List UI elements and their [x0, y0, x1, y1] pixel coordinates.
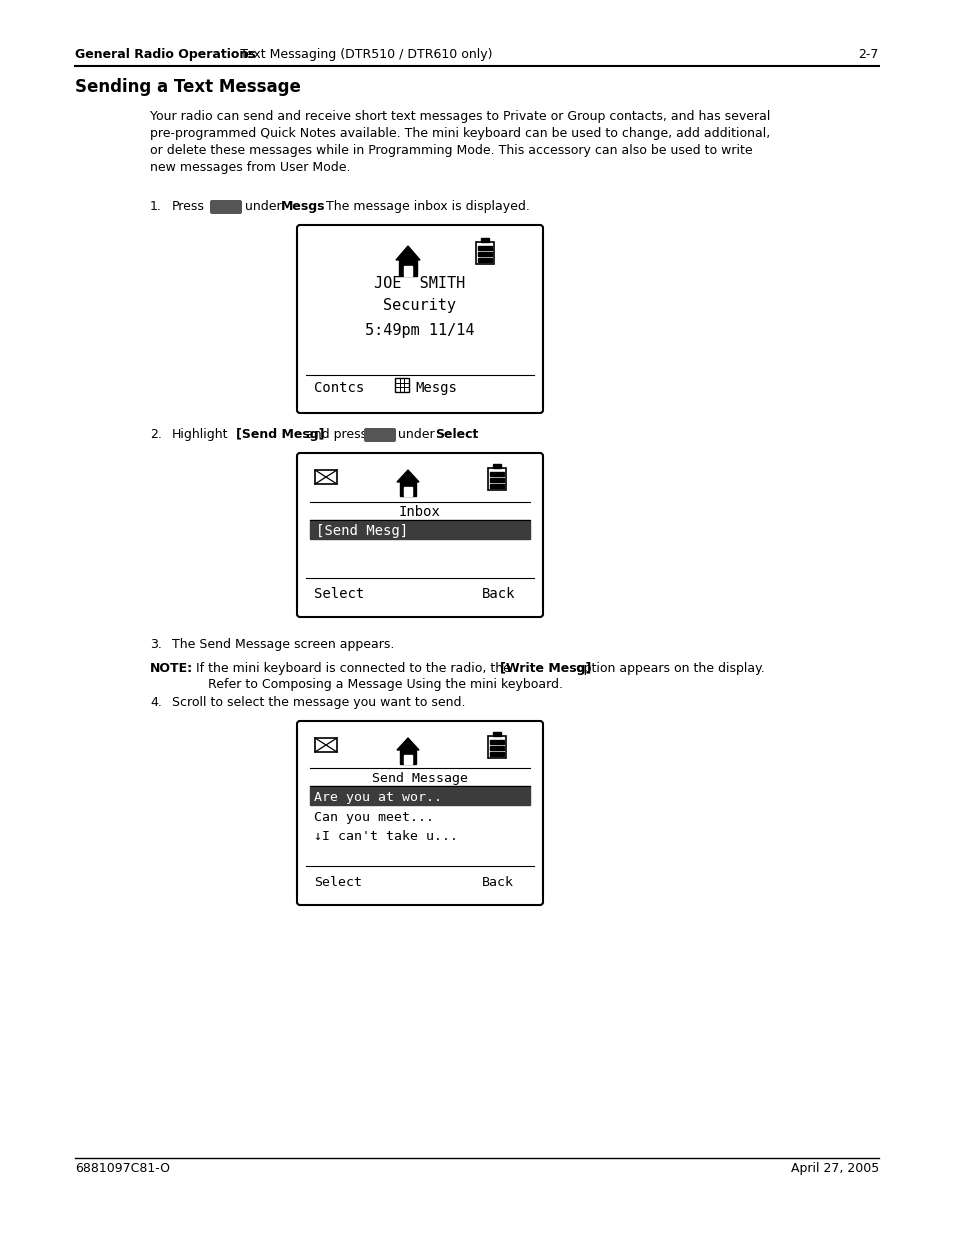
- Bar: [399, 750, 416, 764]
- Bar: [487, 468, 505, 490]
- Text: [Write Mesg]: [Write Mesg]: [499, 662, 591, 676]
- Text: pre-programmed Quick Notes available. The mini keyboard can be used to change, a: pre-programmed Quick Notes available. Th…: [150, 127, 769, 140]
- Bar: [489, 478, 503, 482]
- Text: 3.: 3.: [150, 638, 162, 651]
- Bar: [480, 238, 488, 242]
- Text: 4.: 4.: [150, 697, 162, 709]
- Text: The Send Message screen appears.: The Send Message screen appears.: [172, 638, 394, 651]
- Bar: [399, 482, 416, 496]
- Text: ↓I can't take u...: ↓I can't take u...: [314, 830, 457, 844]
- Text: new messages from User Mode.: new messages from User Mode.: [150, 161, 350, 174]
- Polygon shape: [396, 471, 418, 482]
- Text: Back: Back: [481, 587, 515, 601]
- FancyBboxPatch shape: [210, 200, 242, 214]
- Text: Contcs: Contcs: [314, 382, 364, 395]
- Text: .: .: [472, 429, 476, 441]
- Bar: [403, 266, 412, 275]
- FancyBboxPatch shape: [296, 225, 542, 412]
- Text: option appears on the display.: option appears on the display.: [572, 662, 764, 676]
- Text: 5:49pm 11/14: 5:49pm 11/14: [365, 324, 475, 338]
- FancyBboxPatch shape: [364, 429, 395, 442]
- Text: Select: Select: [314, 587, 364, 601]
- Text: 2.: 2.: [150, 429, 162, 441]
- Text: April 27, 2005: April 27, 2005: [790, 1162, 878, 1174]
- FancyBboxPatch shape: [296, 721, 542, 905]
- Bar: [398, 261, 416, 275]
- Text: Back: Back: [481, 876, 514, 889]
- Text: . The message inbox is displayed.: . The message inbox is displayed.: [317, 200, 529, 212]
- Bar: [403, 487, 412, 496]
- Text: 1.: 1.: [150, 200, 162, 212]
- Bar: [310, 520, 530, 538]
- Text: 6881097C81-O: 6881097C81-O: [75, 1162, 170, 1174]
- Text: [Send Mesg]: [Send Mesg]: [315, 524, 408, 538]
- Bar: [489, 740, 503, 743]
- Bar: [489, 752, 503, 756]
- Text: If the mini keyboard is connected to the radio, the: If the mini keyboard is connected to the…: [192, 662, 515, 676]
- Bar: [489, 472, 503, 475]
- Text: Select: Select: [435, 429, 477, 441]
- Text: Scroll to select the message you want to send.: Scroll to select the message you want to…: [172, 697, 465, 709]
- Text: General Radio Operations: General Radio Operations: [75, 48, 255, 61]
- Bar: [314, 739, 336, 752]
- Text: Send Message: Send Message: [372, 772, 468, 785]
- Bar: [493, 732, 500, 736]
- Text: Sending a Text Message: Sending a Text Message: [75, 78, 300, 96]
- Text: Your radio can send and receive short text messages to Private or Group contacts: Your radio can send and receive short te…: [150, 110, 770, 124]
- Text: [Send Mesg]: [Send Mesg]: [235, 429, 324, 441]
- Text: Highlight: Highlight: [172, 429, 229, 441]
- Text: JOE  SMITH: JOE SMITH: [374, 275, 465, 291]
- Bar: [477, 246, 492, 249]
- Bar: [403, 755, 412, 764]
- Bar: [477, 252, 492, 256]
- FancyBboxPatch shape: [296, 453, 542, 618]
- Bar: [310, 785, 530, 805]
- Bar: [487, 736, 505, 758]
- Text: under: under: [245, 200, 281, 212]
- Text: under: under: [397, 429, 435, 441]
- Text: NOTE:: NOTE:: [150, 662, 193, 676]
- Text: : Text Messaging (DTR510 / DTR610 only): : Text Messaging (DTR510 / DTR610 only): [232, 48, 492, 61]
- Bar: [395, 378, 409, 391]
- Text: Refer to Composing a Message Using the mini keyboard.: Refer to Composing a Message Using the m…: [208, 678, 562, 692]
- Text: Are you at wor..: Are you at wor..: [314, 790, 441, 804]
- Text: Security: Security: [383, 298, 456, 312]
- Bar: [493, 464, 500, 468]
- Text: 2-7: 2-7: [858, 48, 878, 61]
- Bar: [489, 746, 503, 750]
- Text: Mesgs: Mesgs: [415, 382, 456, 395]
- Text: Can you meet...: Can you meet...: [314, 811, 434, 824]
- Polygon shape: [396, 739, 418, 750]
- Text: Select: Select: [314, 876, 361, 889]
- Bar: [477, 258, 492, 262]
- Polygon shape: [395, 246, 419, 261]
- Text: Inbox: Inbox: [398, 505, 440, 519]
- Text: Press: Press: [172, 200, 205, 212]
- Bar: [489, 484, 503, 488]
- Text: and press: and press: [306, 429, 367, 441]
- Text: or delete these messages while in Programming Mode. This accessory can also be u: or delete these messages while in Progra…: [150, 144, 752, 157]
- Bar: [314, 471, 336, 484]
- Bar: [476, 242, 494, 264]
- Text: Mesgs: Mesgs: [281, 200, 325, 212]
